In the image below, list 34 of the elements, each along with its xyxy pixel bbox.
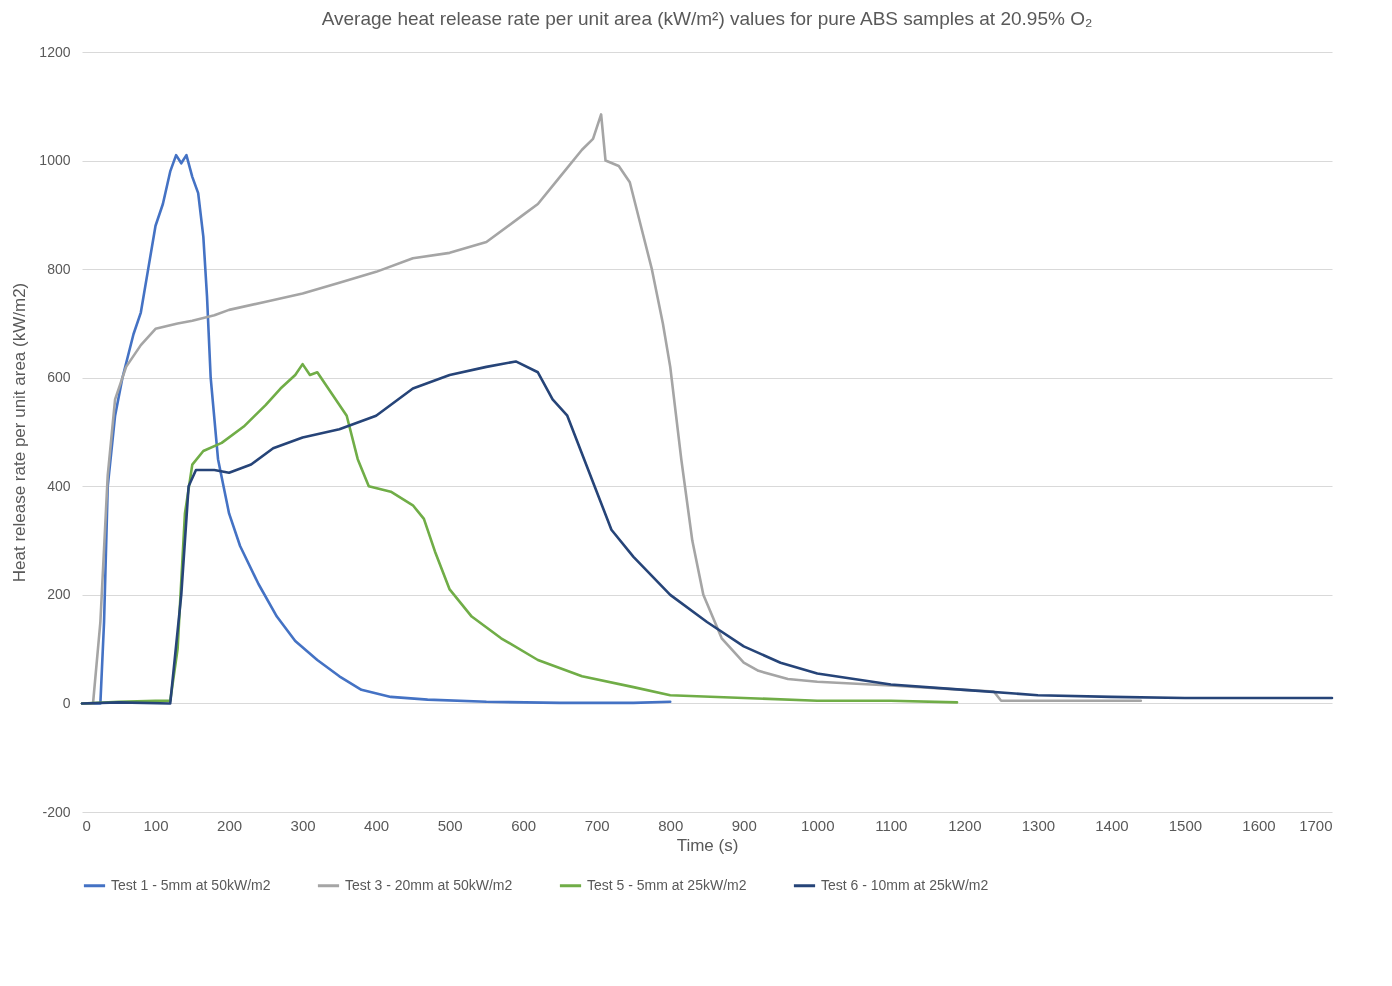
x-tick-label: 400	[364, 816, 390, 834]
y-tick-label: 1000	[39, 152, 71, 169]
line-series	[80, 360, 1334, 705]
x-tick-label: 1100	[875, 816, 908, 834]
y-axis-title: Heat release rate per unit area (kW/m2)	[10, 282, 30, 583]
y-tick-label: 1200	[39, 43, 71, 60]
x-axis-title: Time (s)	[676, 835, 739, 855]
y-tick-label: 0	[62, 694, 71, 711]
x-tick-label: 1400	[1095, 816, 1129, 834]
x-tick-label: 900	[731, 816, 757, 834]
chart-title: Average heat release rate per unit area (kW/m²) values for pure ABS samples at 20.95% O₂	[321, 8, 1093, 29]
legend-label: Test 5 - 5mm at 25kW/m2	[587, 876, 747, 893]
y-tick-label: 400	[47, 477, 71, 494]
x-tick-label: 0	[82, 816, 91, 834]
x-tick-label: 800	[658, 816, 684, 834]
x-tick-label: 700	[584, 816, 610, 834]
x-tick-label: 300	[290, 816, 316, 834]
x-tick-label: 600	[511, 816, 537, 834]
x-tick-label: 1300	[1021, 816, 1056, 834]
x-tick-label: 100	[143, 816, 169, 834]
x-tick-label: 1700	[1299, 816, 1333, 834]
x-tick-label: 1200	[948, 816, 982, 834]
x-tick-label: 1600	[1242, 816, 1276, 834]
legend-label: Test 6 - 10mm at 25kW/m2	[821, 876, 989, 893]
x-tick-label: 1500	[1168, 816, 1203, 834]
y-tick-label: -200	[42, 803, 71, 820]
x-tick-label: 200	[217, 816, 243, 834]
y-tick-label: 600	[47, 369, 71, 386]
legend-label: Test 3 - 20mm at 50kW/m2	[345, 876, 513, 893]
y-tick-label: 800	[47, 260, 71, 277]
x-tick-label: 500	[437, 816, 463, 834]
legend-label: Test 1 - 5mm at 50kW/m2	[111, 876, 271, 893]
y-tick-label: 200	[47, 586, 71, 603]
x-tick-label: 1000	[801, 816, 835, 834]
